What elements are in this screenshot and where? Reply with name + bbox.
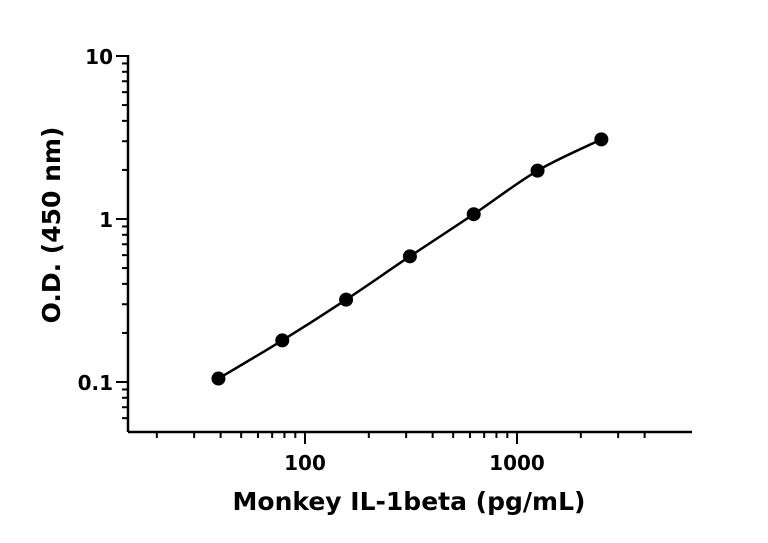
- y-tick-label-10: 10: [85, 45, 113, 69]
- plot-area: [116, 55, 692, 444]
- x-tick-label-1000: 1000: [489, 451, 545, 475]
- data-point-2: [275, 333, 290, 348]
- y-tick-label-1: 1: [99, 208, 113, 232]
- y-axis-title: O.D. (450 nm): [37, 127, 66, 324]
- data-point-7: [594, 132, 609, 147]
- x-tick-label-100: 100: [284, 451, 326, 475]
- data-point-6: [530, 163, 545, 178]
- data-point-5: [466, 207, 481, 222]
- y-tick-label-0.1: 0.1: [78, 371, 113, 395]
- data-point-1: [211, 371, 226, 386]
- data-point-3: [339, 292, 354, 307]
- data-point-4: [402, 249, 417, 264]
- x-axis-title: Monkey IL-1beta (pg/mL): [233, 487, 586, 516]
